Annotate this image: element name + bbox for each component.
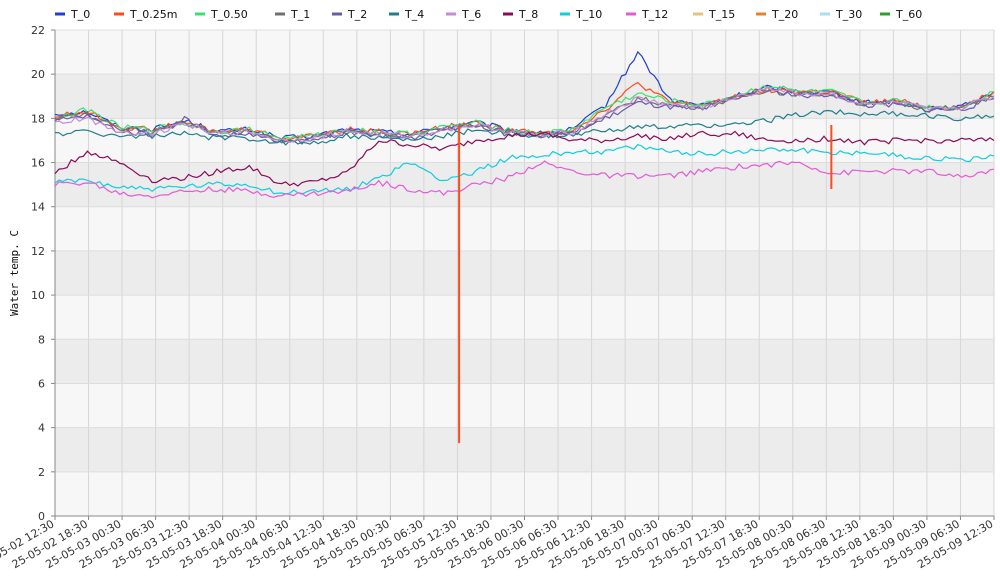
y-tick-label: 0 <box>38 510 45 523</box>
y-tick-label: 6 <box>38 377 45 390</box>
legend-label: T_4 <box>404 8 424 21</box>
legend-label: T_10 <box>575 8 602 21</box>
y-tick-label: 2 <box>38 466 45 479</box>
legend-label: T_0.25m <box>129 8 177 21</box>
legend-label: T_0.50 <box>210 8 248 21</box>
legend-label: T_2 <box>347 8 367 21</box>
legend-label: T_12 <box>641 8 668 21</box>
legend-label: T_30 <box>835 8 862 21</box>
y-tick-label: 4 <box>38 422 45 435</box>
legend-label: T_60 <box>895 8 922 21</box>
series-line-T-6 <box>54 87 995 143</box>
legend-label: T_20 <box>771 8 798 21</box>
series-line-T-4 <box>54 109 995 146</box>
legend-label: T_8 <box>518 8 538 21</box>
y-tick-label: 18 <box>31 112 45 125</box>
y-tick-label: 8 <box>38 333 45 346</box>
y-tick-label: 12 <box>31 245 45 258</box>
series-line-T-12 <box>54 160 995 199</box>
y-tick-label: 20 <box>31 68 45 81</box>
series-line-T-0-25m <box>54 81 995 141</box>
legend-label: T_0 <box>70 8 90 21</box>
y-axis-label: Water temp. C <box>8 230 21 316</box>
series-line-T-8 <box>54 130 995 187</box>
legend-label: T_6 <box>461 8 481 21</box>
y-tick-label: 22 <box>31 24 45 37</box>
y-tick-label: 10 <box>31 289 45 302</box>
legend-label: T_15 <box>708 8 735 21</box>
y-tick-label: 14 <box>31 201 45 214</box>
legend-label: T_1 <box>290 8 310 21</box>
series-line-T-1 <box>54 89 995 144</box>
y-tick-label: 16 <box>31 157 45 170</box>
series-line-T-10 <box>54 143 995 195</box>
